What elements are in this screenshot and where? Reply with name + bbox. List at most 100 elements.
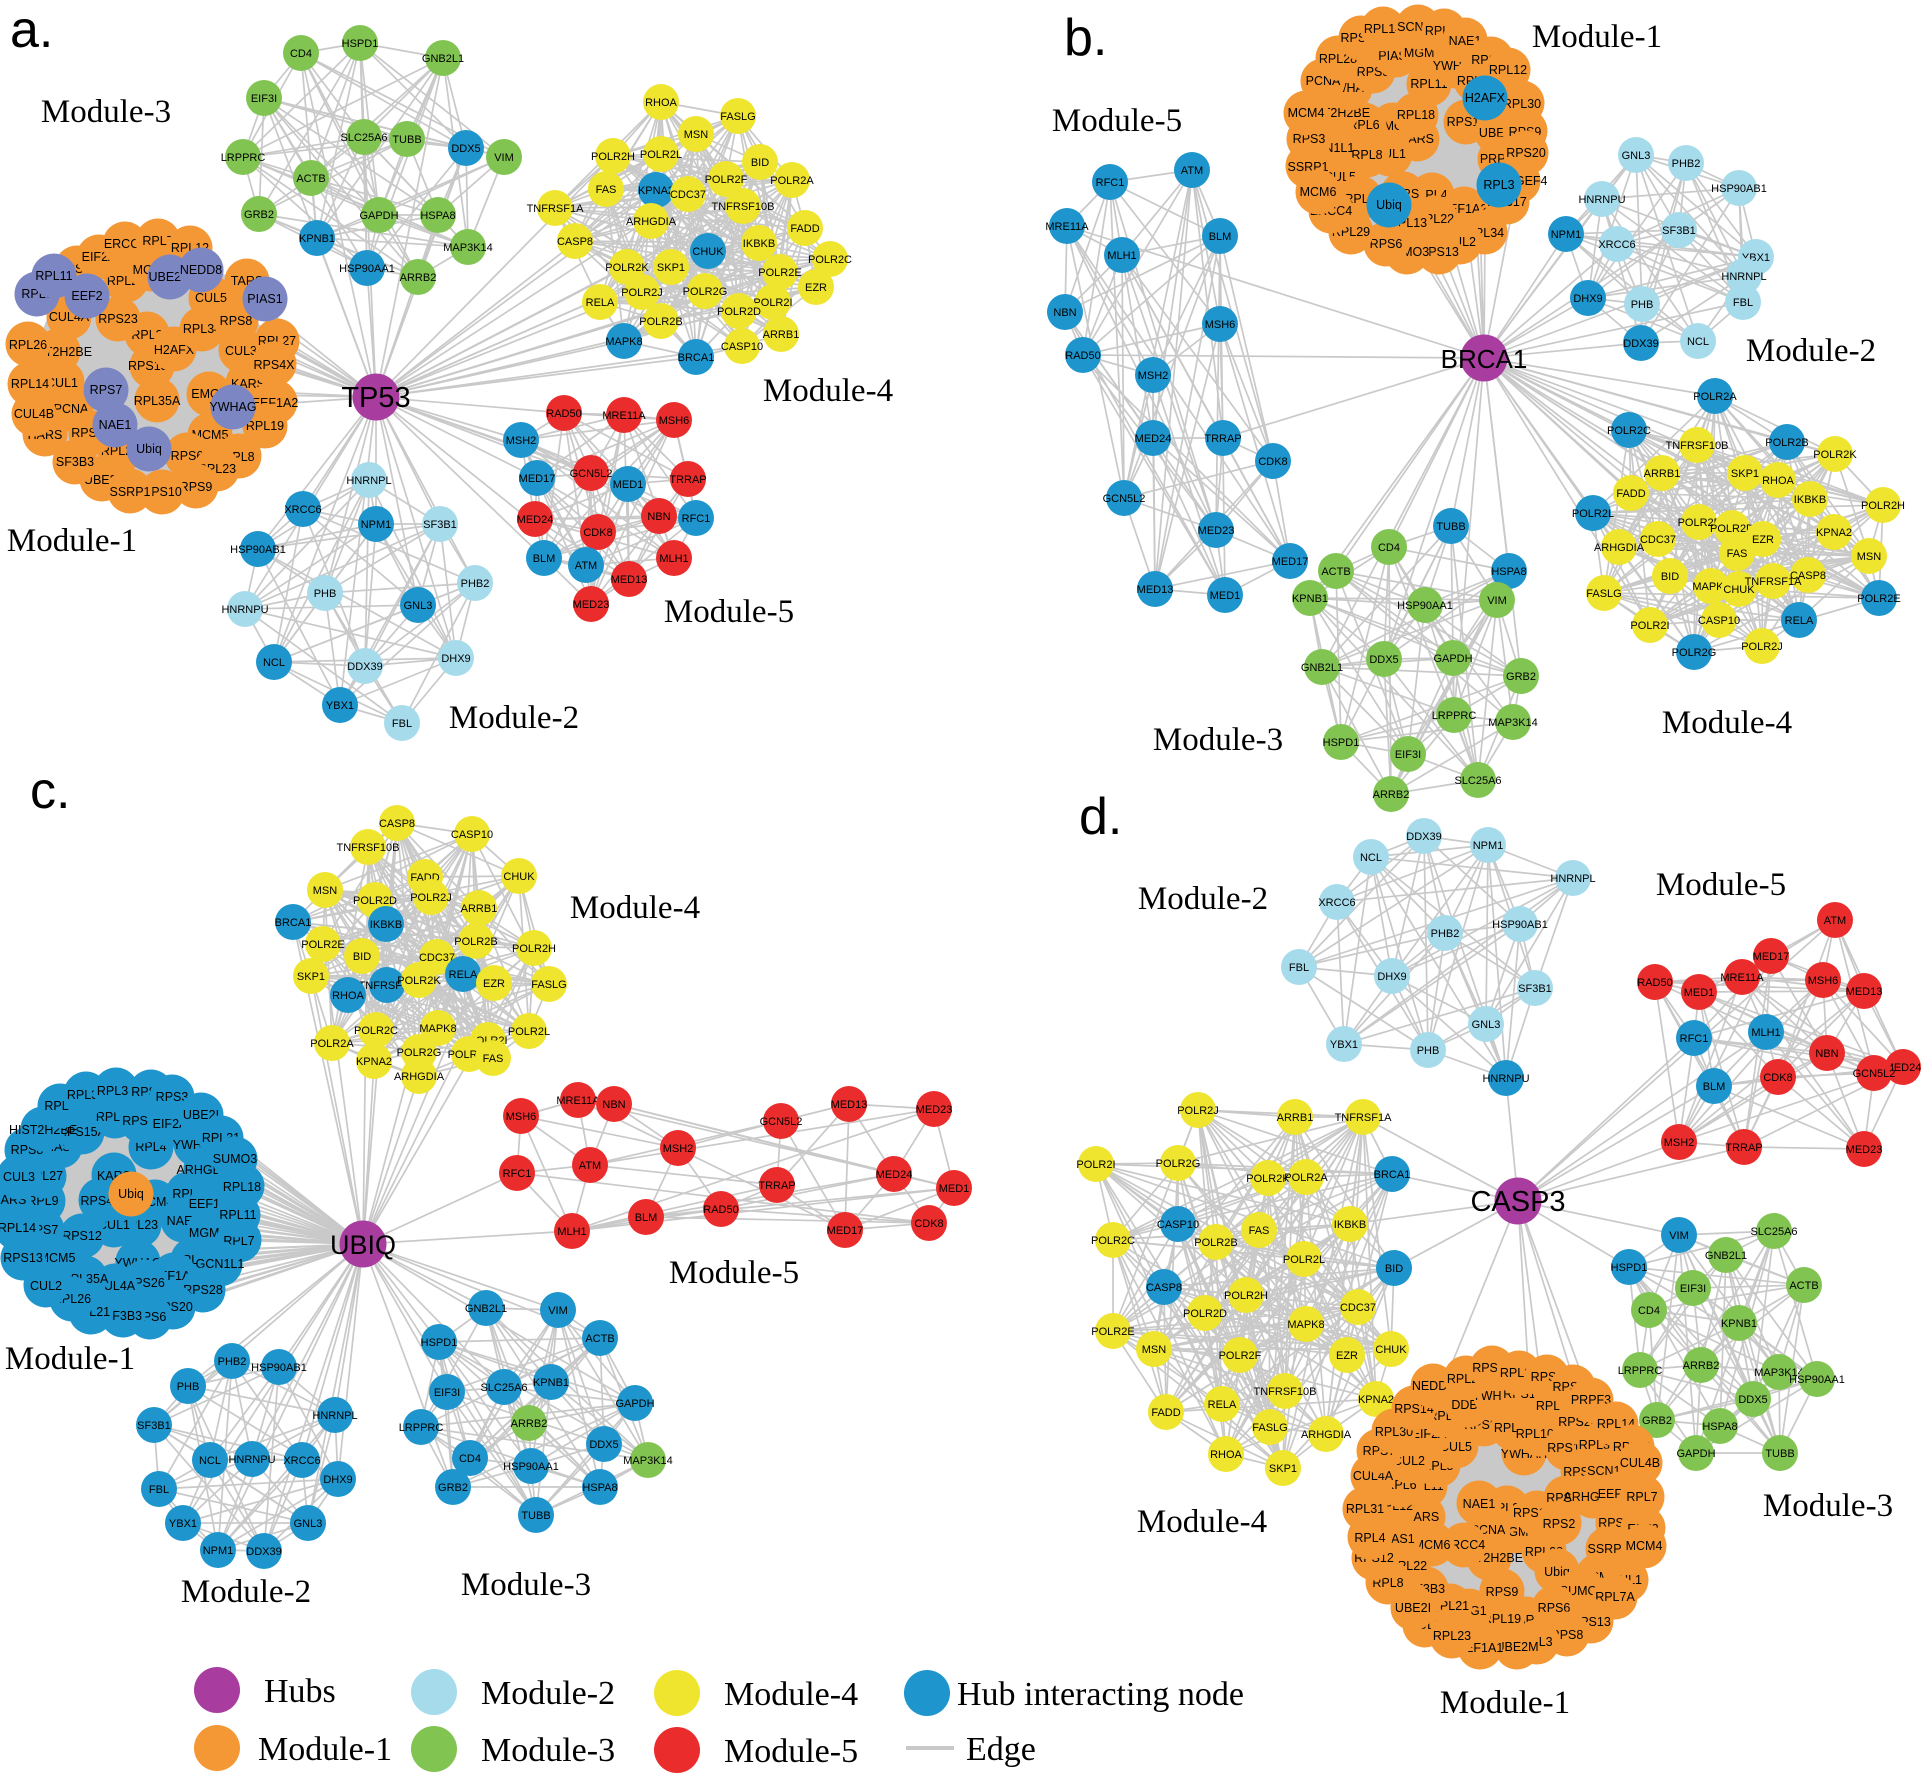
svg-text:LRPPRC: LRPPRC xyxy=(399,1422,444,1434)
svg-text:ARRB2: ARRB2 xyxy=(1373,789,1410,801)
svg-text:POLR2H: POLR2H xyxy=(512,943,556,955)
svg-text:b.: b. xyxy=(1064,9,1107,67)
svg-text:HNRNPU: HNRNPU xyxy=(1482,1073,1529,1085)
svg-text:DHX9: DHX9 xyxy=(441,653,470,665)
svg-text:POLR2K: POLR2K xyxy=(1813,449,1857,461)
svg-text:Module-2: Module-2 xyxy=(181,1574,311,1610)
svg-text:BLM: BLM xyxy=(1209,231,1232,243)
svg-text:RPL11: RPL11 xyxy=(219,1208,256,1222)
svg-text:RPL35A: RPL35A xyxy=(134,394,181,408)
svg-text:POLR2D: POLR2D xyxy=(353,895,397,907)
svg-text:GCN5L2: GCN5L2 xyxy=(1853,1068,1896,1080)
svg-text:POLR2G: POLR2G xyxy=(683,286,728,298)
svg-text:MED24: MED24 xyxy=(876,1169,913,1181)
svg-text:RPS9: RPS9 xyxy=(1486,1585,1519,1599)
svg-text:HSPD1: HSPD1 xyxy=(421,1337,458,1349)
svg-text:Hubs: Hubs xyxy=(264,1673,336,1710)
svg-text:HSP90AA1: HSP90AA1 xyxy=(339,263,395,275)
svg-text:Hub interacting node: Hub interacting node xyxy=(957,1676,1244,1713)
svg-text:NCL: NCL xyxy=(263,657,285,669)
svg-text:FASLG: FASLG xyxy=(720,111,755,123)
svg-text:CUL2: CUL2 xyxy=(30,1279,62,1293)
svg-text:POLR2L: POLR2L xyxy=(1283,1254,1325,1266)
svg-text:RPL19: RPL19 xyxy=(1483,1612,1521,1626)
svg-text:IKBKB: IKBKB xyxy=(370,919,402,931)
svg-text:Ubiq: Ubiq xyxy=(136,442,162,456)
svg-text:DDX39: DDX39 xyxy=(246,1546,281,1558)
svg-text:ACTB: ACTB xyxy=(1789,1280,1818,1292)
svg-text:PCNA: PCNA xyxy=(54,402,89,416)
svg-text:POLR2D: POLR2D xyxy=(1710,523,1754,535)
svg-text:MED1: MED1 xyxy=(613,479,644,491)
svg-text:MAPK8: MAPK8 xyxy=(419,1023,456,1035)
svg-text:SLC25A6: SLC25A6 xyxy=(1454,775,1501,787)
svg-text:ARRB1: ARRB1 xyxy=(1644,468,1681,480)
svg-text:MED1: MED1 xyxy=(1210,590,1241,602)
svg-text:RPL34: RPL34 xyxy=(183,322,221,336)
svg-text:FADD: FADD xyxy=(790,223,819,235)
svg-text:MSH6: MSH6 xyxy=(1205,319,1236,331)
svg-text:SKP1: SKP1 xyxy=(657,262,685,274)
svg-text:HSP90AB1: HSP90AB1 xyxy=(251,1362,307,1374)
svg-text:MSH6: MSH6 xyxy=(506,1111,537,1123)
svg-text:FASLG: FASLG xyxy=(1252,1422,1287,1434)
svg-text:GNB2L1: GNB2L1 xyxy=(1301,662,1343,674)
svg-text:MED17: MED17 xyxy=(1753,951,1790,963)
svg-text:MAPK8: MAPK8 xyxy=(1287,1319,1324,1331)
svg-text:Module-3: Module-3 xyxy=(1763,1488,1893,1524)
svg-text:GCN5L2: GCN5L2 xyxy=(1103,493,1146,505)
svg-text:GAPDH: GAPDH xyxy=(1433,653,1472,665)
svg-text:DDX5: DDX5 xyxy=(451,143,480,155)
svg-text:TRRAP: TRRAP xyxy=(669,474,706,486)
svg-text:RPL3: RPL3 xyxy=(1483,178,1514,192)
svg-text:ACTB: ACTB xyxy=(585,1333,614,1345)
svg-text:MSH2: MSH2 xyxy=(506,435,537,447)
svg-text:POLR2B: POLR2B xyxy=(1765,437,1808,449)
svg-text:GNL3: GNL3 xyxy=(1622,150,1651,162)
svg-text:FBL: FBL xyxy=(1289,962,1309,974)
svg-text:VIM: VIM xyxy=(548,1305,568,1317)
svg-text:CHUK: CHUK xyxy=(1375,1344,1407,1356)
svg-text:RPS8: RPS8 xyxy=(220,314,253,328)
svg-text:RELA: RELA xyxy=(449,969,478,981)
svg-text:SKP1: SKP1 xyxy=(1269,1463,1297,1475)
svg-text:NPM1: NPM1 xyxy=(361,519,392,531)
svg-text:RPL18: RPL18 xyxy=(1397,108,1435,122)
svg-text:HNRNPL: HNRNPL xyxy=(1721,271,1766,283)
svg-text:MSN: MSN xyxy=(684,129,709,141)
svg-text:MLH1: MLH1 xyxy=(557,1226,586,1238)
svg-text:RPS28: RPS28 xyxy=(183,1283,223,1297)
svg-text:Module-1: Module-1 xyxy=(5,1341,135,1377)
svg-text:POLR2A: POLR2A xyxy=(310,1038,354,1050)
svg-text:RFC1: RFC1 xyxy=(503,1168,532,1180)
svg-text:Ubiq: Ubiq xyxy=(1376,198,1402,212)
svg-text:POLR2J: POLR2J xyxy=(1177,1105,1219,1117)
svg-text:PRPF3: PRPF3 xyxy=(1571,1393,1611,1407)
svg-text:TRRAP: TRRAP xyxy=(1204,433,1241,445)
svg-text:Module-1: Module-1 xyxy=(7,523,137,559)
svg-text:PHB: PHB xyxy=(314,588,337,600)
svg-text:RPS4X: RPS4X xyxy=(254,358,296,372)
svg-text:GNL3: GNL3 xyxy=(404,600,433,612)
svg-text:HNRNPL: HNRNPL xyxy=(1550,873,1595,885)
svg-text:Module-5: Module-5 xyxy=(664,594,794,630)
svg-text:POLR2K: POLR2K xyxy=(605,262,649,274)
svg-text:DDX5: DDX5 xyxy=(1369,654,1398,666)
svg-text:RPS7: RPS7 xyxy=(90,383,123,397)
svg-text:RHOA: RHOA xyxy=(332,990,364,1002)
svg-text:CASP10: CASP10 xyxy=(721,341,763,353)
svg-text:GCN1L1: GCN1L1 xyxy=(196,1257,245,1271)
svg-text:MED1: MED1 xyxy=(939,1183,970,1195)
svg-text:FBL: FBL xyxy=(392,718,412,730)
svg-text:RPL14: RPL14 xyxy=(11,377,49,391)
svg-text:PHB: PHB xyxy=(1631,299,1654,311)
svg-text:RPS20: RPS20 xyxy=(1506,146,1546,160)
svg-text:KPNA2: KPNA2 xyxy=(1816,527,1852,539)
svg-text:HSP90AB1: HSP90AB1 xyxy=(1711,183,1767,195)
svg-text:SKP1: SKP1 xyxy=(1731,468,1759,480)
svg-text:MED13: MED13 xyxy=(831,1099,868,1111)
svg-text:GNL3: GNL3 xyxy=(1472,1019,1501,1031)
svg-text:RPL34: RPL34 xyxy=(97,1084,135,1098)
svg-text:MSH2: MSH2 xyxy=(1664,1137,1695,1149)
svg-text:HSPD1: HSPD1 xyxy=(1611,1262,1648,1274)
